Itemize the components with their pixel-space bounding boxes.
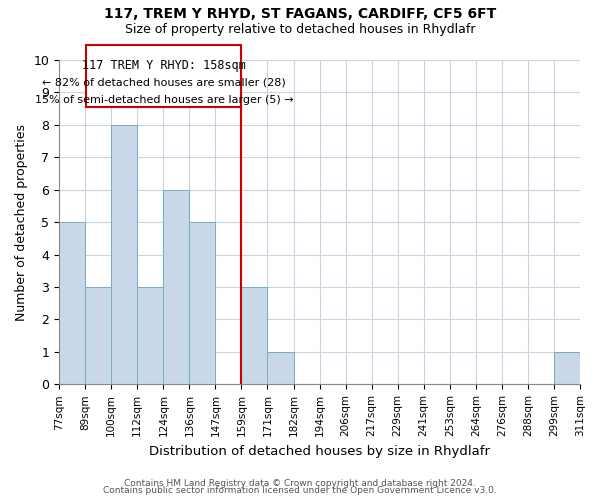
X-axis label: Distribution of detached houses by size in Rhydlafr: Distribution of detached houses by size …	[149, 444, 490, 458]
Bar	[241, 287, 268, 384]
Bar	[137, 287, 163, 384]
Bar	[85, 287, 111, 384]
Text: 15% of semi-detached houses are larger (5) →: 15% of semi-detached houses are larger (…	[35, 94, 293, 104]
Text: ← 82% of detached houses are smaller (28): ← 82% of detached houses are smaller (28…	[42, 78, 286, 88]
Bar	[111, 124, 137, 384]
Bar	[59, 222, 85, 384]
Y-axis label: Number of detached properties: Number of detached properties	[15, 124, 28, 320]
FancyBboxPatch shape	[86, 45, 241, 107]
Text: 117 TREM Y RHYD: 158sqm: 117 TREM Y RHYD: 158sqm	[82, 59, 246, 72]
Text: Contains public sector information licensed under the Open Government Licence v3: Contains public sector information licen…	[103, 486, 497, 495]
Bar	[268, 352, 293, 384]
Text: Contains HM Land Registry data © Crown copyright and database right 2024.: Contains HM Land Registry data © Crown c…	[124, 478, 476, 488]
Bar	[554, 352, 580, 384]
Bar	[163, 190, 190, 384]
Bar	[190, 222, 215, 384]
Text: 117, TREM Y RHYD, ST FAGANS, CARDIFF, CF5 6FT: 117, TREM Y RHYD, ST FAGANS, CARDIFF, CF…	[104, 8, 496, 22]
Text: Size of property relative to detached houses in Rhydlafr: Size of property relative to detached ho…	[125, 22, 475, 36]
